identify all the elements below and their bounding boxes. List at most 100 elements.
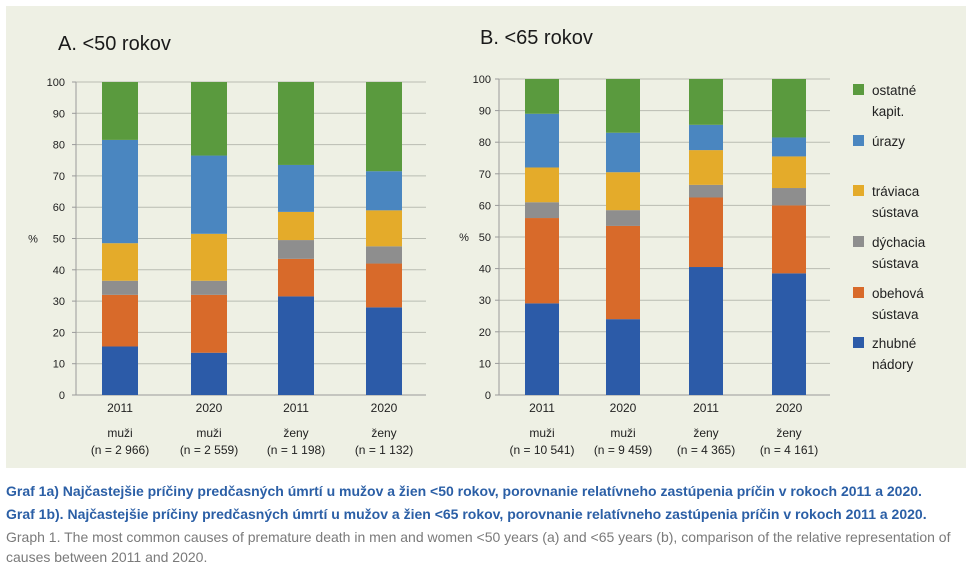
chart-b-bar-segment [606, 225, 640, 320]
chart-a-x-group-label: ženy [371, 426, 396, 440]
chart-b-x-year-label: 2011 [529, 401, 555, 415]
legend-label: ostatné [872, 83, 916, 98]
chart-a-y-tick-label: 70 [53, 171, 65, 183]
chart-a-bar-segment [191, 352, 227, 395]
chart-b-bar-segment [689, 184, 723, 198]
chart-b-x-group-label: ženy [693, 426, 718, 440]
chart-svg: A. <50 rokov0102030405060708090100%2011m… [28, 27, 926, 457]
chart-b-bar-segment [525, 202, 559, 219]
chart-b-x-year-label: 2011 [693, 401, 719, 415]
chart-b-bar-segment [525, 79, 559, 114]
chart-b-bar-segment [606, 172, 640, 211]
legend-swatch [853, 236, 864, 247]
chart-a-bar-segment [278, 258, 314, 297]
legend-label: nádory [872, 357, 914, 372]
chart-b-bar-segment [606, 210, 640, 226]
chart-b-x-year-label: 2020 [776, 401, 803, 415]
chart-a-x-group-label: muži [107, 426, 132, 440]
chart-b-bar-segment [606, 79, 640, 133]
chart-a-y-tick-label: 30 [53, 296, 65, 308]
chart-a-bar-segment [191, 280, 227, 295]
chart-a-bar-segment [366, 307, 402, 395]
chart-panel: A. <50 rokov 0 10 20 30 40 50 60 70 80 90 100% 2011 m… [6, 6, 966, 468]
chart-a-bar-segment [102, 82, 138, 140]
chart-a-x-n-label: (n = 2 559) [180, 443, 238, 457]
legend-swatch [853, 84, 864, 95]
chart-a-bar-segment [102, 280, 138, 295]
chart-a-x-group-label: muži [196, 426, 221, 440]
chart-a-bar-segment [278, 164, 314, 212]
chart-b-bar-segment [689, 267, 723, 395]
chart-a-bar-segment [191, 155, 227, 234]
chart-a-bar-segment [278, 240, 314, 259]
chart-b-x-year-label: 2020 [610, 401, 637, 415]
chart-a-bar-segment [366, 246, 402, 264]
legend-swatch [853, 185, 864, 196]
legend-swatch [853, 337, 864, 348]
chart-a-x-year-label: 2020 [196, 401, 223, 415]
chart-b-bar-segment [772, 205, 806, 274]
chart-b-x-n-label: (n = 4 365) [677, 443, 735, 457]
chart-b-y-tick-label: 90 [479, 106, 491, 118]
chart-a-bar-segment [366, 171, 402, 211]
legend-label: kapit. [872, 104, 904, 119]
chart-a-x-year-label: 2020 [371, 401, 398, 415]
chart-b-y-tick-label: 40 [479, 264, 491, 276]
chart-b-y-tick-label: 20 [479, 327, 491, 339]
chart-a-bar-segment [278, 82, 314, 165]
chart-b-x-n-label: (n = 10 541) [509, 443, 574, 457]
chart-a-bar-segment [191, 233, 227, 281]
legend-label: dýchacia [872, 235, 926, 250]
chart-a-x-year-label: 2011 [283, 401, 309, 415]
chart-a-bar-segment [102, 139, 138, 244]
chart-a-bar-segment [366, 210, 402, 247]
chart-a-x-n-label: (n = 1 198) [267, 443, 325, 457]
legend-label: úrazy [872, 134, 905, 149]
chart-a-bar-segment [278, 211, 314, 241]
chart-b-y-tick-label: 10 [479, 358, 491, 370]
legend-label: zhubné [872, 336, 916, 351]
caption-graf-1a: Graf 1a) Najčastejšie príčiny predčasnýc… [6, 483, 922, 499]
legend-label: tráviaca [872, 184, 920, 199]
chart-b-bar-segment [525, 113, 559, 168]
chart-b-bar-segment [525, 167, 559, 203]
chart-b-bar-segment [689, 79, 723, 125]
caption-english: Graph 1. The most common causes of prema… [6, 529, 951, 565]
chart-a-y-tick-label: 40 [53, 265, 65, 277]
caption-graf-1b: Graf 1b). Najčastejšie príčiny predčasný… [6, 506, 927, 522]
chart-a-bar-segment [191, 82, 227, 156]
chart-b-bar-segment [525, 303, 559, 395]
chart-a-y-tick-label: 50 [53, 234, 65, 246]
chart-b-bar-segment [689, 124, 723, 151]
chart-a-x-n-label: (n = 2 966) [91, 443, 149, 457]
chart-a-x-group-label: ženy [283, 426, 308, 440]
legend-label: sústava [872, 307, 919, 322]
legend-swatch [853, 287, 864, 298]
chart-a-bar-segment [102, 243, 138, 281]
chart-b-bar-segment [772, 156, 806, 189]
chart-a-bar-segment [278, 296, 314, 395]
chart-a-y-tick-label: 60 [53, 202, 65, 214]
chart-a-y-tick-label: 10 [53, 359, 65, 371]
chart-b-y-tick-label: 70 [479, 169, 491, 181]
chart-b-x-n-label: (n = 9 459) [594, 443, 652, 457]
chart-a-title: A. <50 rokov [58, 33, 171, 55]
chart-a-y-tick-label: 80 [53, 140, 65, 152]
chart-b-y-tick-label: 60 [479, 200, 491, 212]
legend-label: obehová [872, 286, 924, 301]
chart-b-bar-segment [525, 218, 559, 304]
legend-label: sústava [872, 205, 919, 220]
chart-a-y-tick-label: 90 [53, 108, 65, 120]
chart-b-x-group-label: muži [610, 426, 635, 440]
chart-b-y-label: % [459, 232, 469, 244]
legend-label: sústava [872, 256, 919, 271]
chart-b-bar-segment [689, 197, 723, 268]
chart-a-bar-segment [366, 82, 402, 172]
chart-b-title: B. <65 rokov [480, 27, 593, 49]
chart-a-bar-segment [102, 294, 138, 347]
chart-a-y-label: % [28, 234, 38, 246]
chart-a-bar-segment [102, 346, 138, 395]
chart-a-x-n-label: (n = 1 132) [355, 443, 413, 457]
chart-a-x-year-label: 2011 [107, 401, 133, 415]
chart-b-x-group-label: muži [529, 426, 554, 440]
